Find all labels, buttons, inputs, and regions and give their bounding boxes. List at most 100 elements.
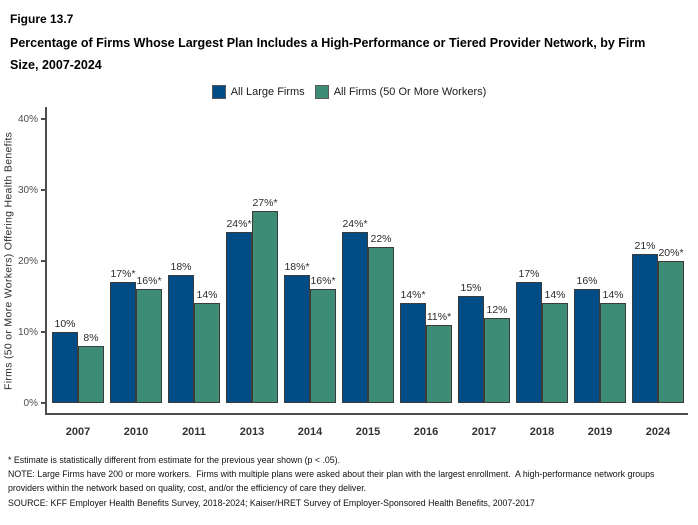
bar-group: 15% 12% [458,282,510,403]
legend-label: All Firms (50 Or More Workers) [333,85,487,98]
x-axis-label: 2011 [182,425,206,438]
legend-item-all-large-firms: All Large Firms [211,84,305,99]
bar-all-large-firms [342,232,368,403]
legend-swatch-all-large-firms [211,84,226,99]
y-tick-mark [41,188,45,191]
bar-with-label: 14% [194,289,220,403]
bar-all-firms-50plus [78,345,104,403]
bar-with-label: 21% [632,240,658,403]
bar-group: 17%* 16%* [110,268,162,403]
bar-all-firms-50plus [368,246,394,403]
bar-value-label: 10% [54,317,76,330]
bar-all-firms-50plus [658,260,684,403]
bar-value-label: 24%* [226,218,252,231]
bar-value-label: 24%* [342,218,368,231]
bar-all-large-firms [52,331,78,403]
bar-with-label: 16%* [310,275,336,403]
bar-with-label: 15% [458,282,484,403]
bar-value-label: 20%* [658,246,684,259]
bar-group: 18% 14% [168,261,220,403]
figure-title: Percentage of Firms Whose Largest Plan I… [10,36,646,72]
y-tick-mark [41,117,45,120]
bar-all-firms-50plus [310,289,336,403]
footnote-note: NOTE: Large Firms have 200 or more worke… [8,469,657,494]
bar-value-label: 18%* [284,260,310,273]
figure-header: Figure 13.7 Percentage of Firms Whose La… [0,0,698,77]
bar-all-large-firms [632,253,658,403]
bar-value-label: 11%* [426,310,452,323]
bar-with-label: 11%* [426,311,452,403]
bar-with-label: 22% [368,233,394,403]
bar-with-label: 17%* [110,268,136,403]
bar-group: 17% 14% [516,268,568,403]
bar-group: 18%* 16%* [284,261,336,403]
legend-item-all-firms-50plus: All Firms (50 Or More Workers) [314,84,487,99]
bar-value-label: 14% [602,289,624,302]
bar-value-label: 18% [170,260,192,273]
x-axis-label: 2015 [355,425,381,438]
y-tick-label: 0% [23,397,38,409]
footnote-asterisk: * Estimate is statistically different fr… [8,454,341,465]
x-axis-label: 2018 [529,425,555,438]
bar-all-large-firms [574,289,600,403]
bar-all-firms-50plus [252,211,278,403]
bar-with-label: 14% [542,289,568,403]
bar-with-label: 20%* [658,247,684,403]
bar-value-label: 8% [83,331,99,344]
bar-all-large-firms [284,274,310,403]
bar-all-large-firms [110,282,136,403]
y-tick-label: 40% [17,113,38,125]
bar-value-label: 15% [460,282,482,295]
bar-all-firms-50plus [426,324,452,403]
bar-value-label: 16%* [136,275,162,288]
x-axis-labels: 2007 2010 2011 2013 2014 2015 2016 2017 2018 2019… [52,426,684,438]
bar-chart: Firms (50 or More Workers) Offering Heal… [0,101,698,441]
bar-all-large-firms [226,232,252,403]
bar-group: 24%* 22% [342,218,394,403]
bar-all-firms-50plus [542,303,568,403]
bar-with-label: 10% [52,318,78,403]
bar-with-label: 14% [600,289,626,403]
bar-all-large-firms [168,274,194,403]
bar-group: 10% 8% [52,318,104,403]
legend-label: All Large Firms [230,85,305,98]
bar-group: 24%* 27%* [226,197,278,403]
footnote-source: SOURCE: KFF Employer Health Benefits Sur… [8,497,535,508]
bar-value-label: 17%* [110,268,136,281]
bar-with-label: 17% [516,268,542,403]
bar-with-label: 27%* [252,197,278,403]
bar-all-large-firms [516,282,542,403]
bar-all-firms-50plus [600,303,626,403]
bar-all-firms-50plus [194,303,220,403]
y-tick-label: 10% [17,326,38,338]
x-axis-label: 2007 [65,425,91,438]
bar-value-label: 17% [518,268,540,281]
bar-value-label: 14% [196,289,218,302]
bar-with-label: 24%* [226,218,252,403]
bar-value-label: 16%* [310,275,336,288]
bar-value-label: 27%* [252,197,278,210]
bar-all-large-firms [400,303,426,403]
bar-with-label: 24%* [342,218,368,403]
bar-with-label: 16% [574,275,600,403]
legend-swatch-all-firms-50plus [314,84,329,99]
x-axis-label: 2016 [413,425,439,438]
x-axis-label: 2014 [297,425,323,438]
plot-panel: 10% 8% 17%* 16%* 18% 14% 24%* 27%* 18%* 16%* 24%* 2… [45,106,688,415]
bar-with-label: 18%* [284,261,310,403]
bar-group: 21% 20%* [632,240,684,403]
bar-all-large-firms [458,296,484,403]
x-axis-label: 2019 [587,425,613,438]
bar-with-label: 14%* [400,289,426,403]
bar-group: 16% 14% [574,275,626,403]
bar-value-label: 22% [370,232,392,245]
x-axis-label: 2017 [471,425,497,438]
y-tick-label: 30% [17,184,38,196]
bar-all-firms-50plus [136,289,162,403]
chart-legend: All Large Firms All Firms (50 Or More Wo… [0,84,698,99]
bar-with-label: 16%* [136,275,162,403]
figure-number: Figure 13.7 [10,12,74,26]
x-axis-label: 2024 [645,425,671,438]
y-tick-mark [41,330,45,333]
y-tick-mark [41,401,45,404]
